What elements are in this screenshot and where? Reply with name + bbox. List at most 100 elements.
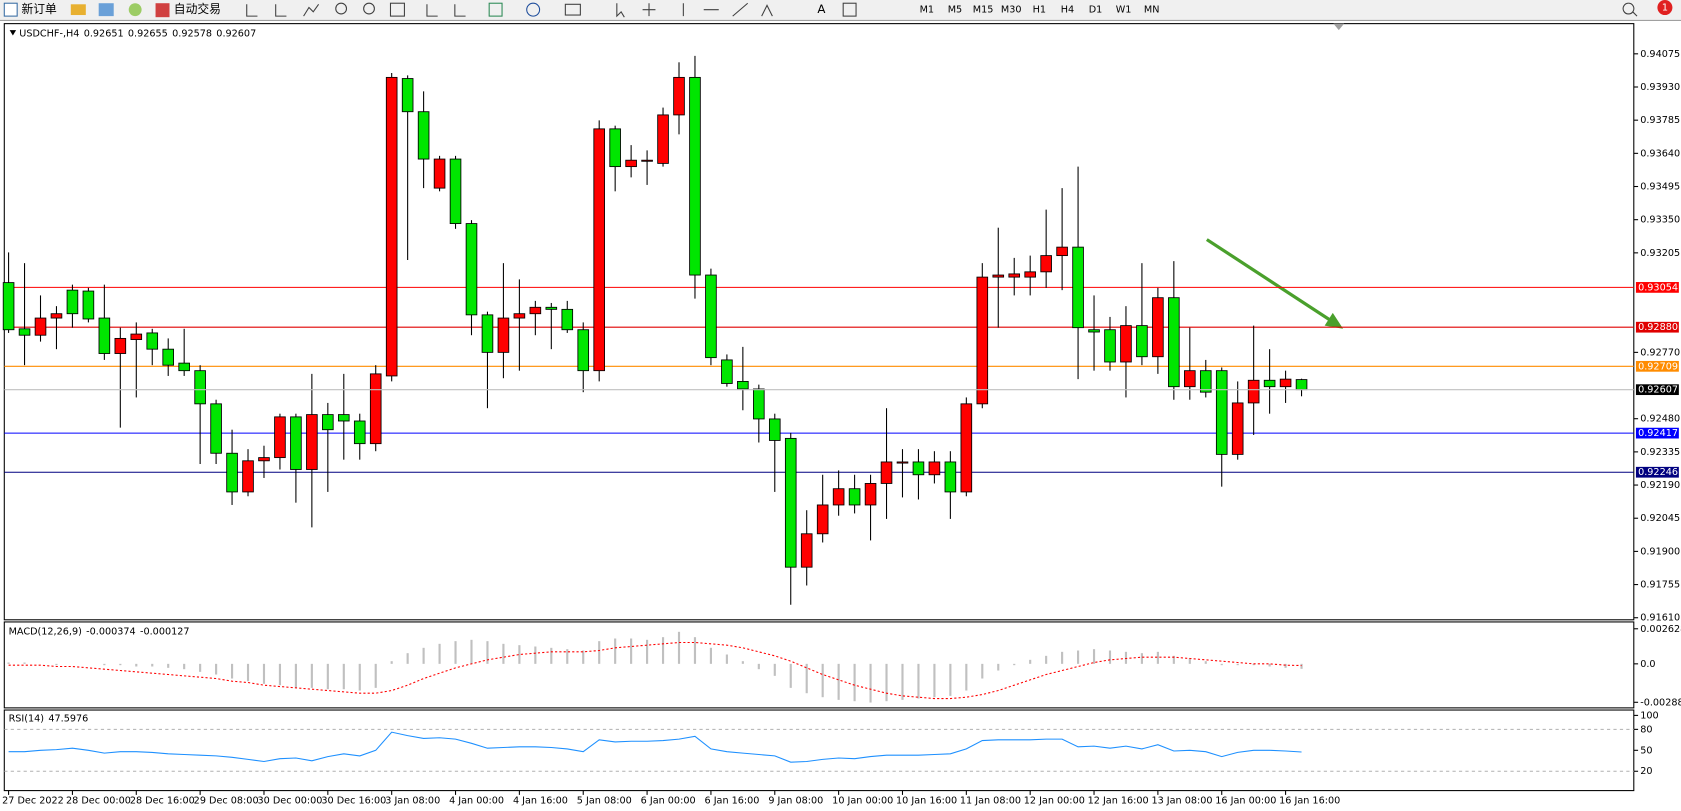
timeframe-button[interactable]: H1 <box>1033 5 1046 16</box>
candle-body <box>1295 379 1308 391</box>
label-tool[interactable] <box>842 2 857 17</box>
candle-body <box>1152 297 1164 358</box>
x-tick-label: 30 Dec 16:00 <box>321 795 386 806</box>
candle-body <box>66 289 79 315</box>
bid-label: 0.92607 <box>1638 385 1678 396</box>
new-order-icon[interactable] <box>3 2 18 17</box>
y-tick-label: 0.92770 <box>1640 347 1680 358</box>
zoom-in[interactable] <box>335 2 348 15</box>
macd-tick-label: 0.0 <box>1640 659 1655 670</box>
candle-body <box>609 128 621 168</box>
rsi-header: RSI(14) 47.5976 <box>9 714 89 725</box>
candle-body <box>162 348 175 366</box>
icon[interactable] <box>128 3 142 17</box>
rsi-last: 47.5976 <box>48 714 88 725</box>
rsi-tick-label: 20 <box>1640 766 1652 777</box>
chart-header: USDCHF-,H4 0.92651 0.92655 0.92578 0.92607 <box>19 28 256 39</box>
candle-body <box>673 76 685 116</box>
badge-bg <box>1657 0 1673 16</box>
candle-body <box>417 111 430 160</box>
level-label: 0.92246 <box>1638 467 1678 478</box>
timeframe-button[interactable]: H4 <box>1061 5 1074 16</box>
candle-body <box>928 461 941 476</box>
zoom-out[interactable] <box>363 2 375 15</box>
candle-body <box>800 533 813 568</box>
search[interactable] <box>1622 2 1638 17</box>
auto-trade-icon[interactable] <box>155 3 170 18</box>
timeframe-button[interactable]: M30 <box>1001 5 1022 16</box>
candle-body <box>1056 246 1068 257</box>
candle-body <box>1199 370 1212 393</box>
arrow-shaft <box>1205 238 1332 322</box>
level-label-bg <box>1635 321 1679 333</box>
candle-body <box>960 403 973 493</box>
timeframe-button[interactable]: W1 <box>1116 5 1132 16</box>
notification-badge[interactable]: 1 <box>1662 3 1668 14</box>
x-tick-label: 4 Jan 00:00 <box>449 795 504 806</box>
candle-body <box>768 418 781 441</box>
candle-body <box>1120 325 1132 363</box>
new-order-button[interactable]: 新订单 <box>21 2 57 16</box>
rsi-tick-label: 80 <box>1640 724 1652 735</box>
trend-arrow <box>1205 238 1344 329</box>
candle-body <box>306 414 318 470</box>
level-label: 0.92880 <box>1638 322 1678 333</box>
candle-body <box>322 414 334 431</box>
templates[interactable] <box>564 3 581 16</box>
x-tick-label: 3 Jan 08:00 <box>385 795 440 806</box>
x-tick-label: 16 Jan 16:00 <box>1279 795 1340 806</box>
candle-body <box>1279 378 1292 388</box>
y-tick-label: 0.93205 <box>1640 248 1680 259</box>
candle-body <box>848 488 861 506</box>
candle-body <box>433 158 446 189</box>
toolbar-icons <box>246 2 1638 18</box>
icon[interactable] <box>98 3 114 17</box>
macd-panel <box>3 621 1635 709</box>
timeframe-button[interactable]: D1 <box>1089 5 1103 16</box>
drawing-tools[interactable] <box>616 2 773 18</box>
candle-body <box>705 274 717 359</box>
candle-body <box>18 328 31 336</box>
title-marker <box>9 30 17 36</box>
candle-body <box>529 306 542 315</box>
y-tick-label: 0.93350 <box>1640 215 1680 226</box>
scroll-icons[interactable] <box>426 4 466 17</box>
tile[interactable] <box>389 2 405 17</box>
candle-body <box>545 306 558 310</box>
candle-body <box>513 313 526 319</box>
last-low: 0.92578 <box>172 28 212 39</box>
macd-tick-label: 0.002628 <box>1640 624 1681 635</box>
x-tick-label: 28 Dec 16:00 <box>130 795 195 806</box>
candle-body <box>274 416 286 459</box>
chart-type-icons[interactable] <box>246 3 320 17</box>
signal-last: -0.000127 <box>140 627 190 638</box>
level-label: 0.93054 <box>1638 282 1678 293</box>
x-tick-label: 5 Jan 08:00 <box>577 795 632 806</box>
candle-body <box>82 290 95 320</box>
timeframe-button[interactable]: M5 <box>948 5 962 16</box>
y-tick-label: 0.92480 <box>1640 414 1680 425</box>
macd-tick-label: -0.002881 <box>1640 697 1681 708</box>
y-tick-label: 0.93640 <box>1640 148 1680 159</box>
level-label-bg <box>1635 466 1679 478</box>
candle-body <box>401 78 414 113</box>
candle-body <box>2 282 15 331</box>
indicators[interactable] <box>488 2 503 17</box>
x-tick-label: 29 Dec 08:00 <box>194 795 259 806</box>
candle-body <box>784 437 797 568</box>
candle-body <box>816 504 829 535</box>
timeframe-button[interactable]: MN <box>1144 5 1160 16</box>
x-tick-label: 27 Dec 2022 <box>2 795 64 806</box>
timeframe-button[interactable]: M15 <box>973 5 994 16</box>
level-label: 0.92417 <box>1638 428 1678 439</box>
auto-trade-button[interactable]: 自动交易 <box>174 2 221 16</box>
periods[interactable] <box>526 2 541 17</box>
icon[interactable] <box>70 4 86 16</box>
timeframe-button[interactable]: M1 <box>920 5 934 16</box>
candle-body <box>1231 402 1244 455</box>
candle-body <box>657 114 669 164</box>
text-tool[interactable]: A <box>817 2 825 16</box>
